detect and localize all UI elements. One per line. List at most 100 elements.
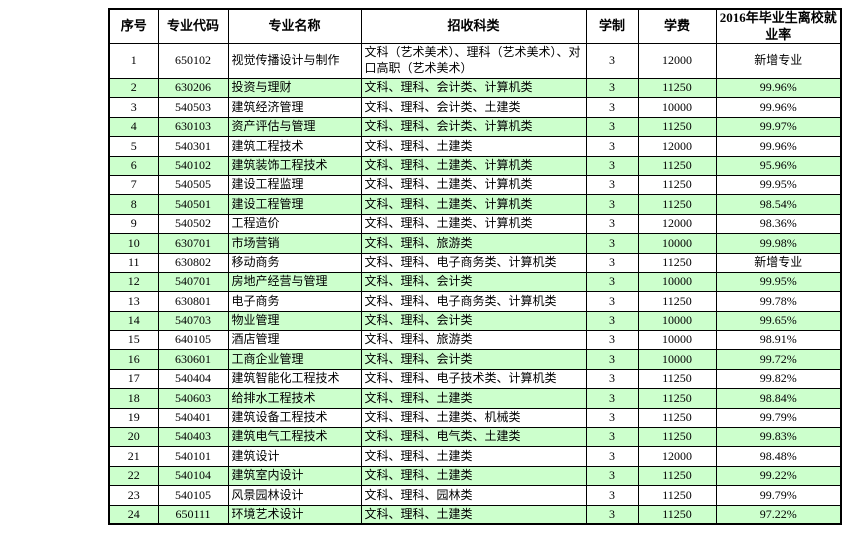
cell-name: 建筑经济管理 (227, 97, 362, 118)
cell-rate: 99.96% (715, 136, 842, 157)
table-row: 6 540102 建筑装饰工程技术 文科、理科、土建类、计算机类 3 11250 95.96… (108, 155, 842, 176)
cell-code: 540603 (157, 388, 229, 409)
cell-categories: 文科、理科、会计类 (360, 349, 587, 370)
cell-index: 22 (108, 465, 159, 487)
cell-categories: 文科、理科、土建类、计算机类 (360, 213, 587, 235)
cell-fee: 11250 (637, 116, 717, 138)
table-row: 23 540105 风景园林设计 文科、理科、园林类 3 11250 99.79% (108, 485, 842, 506)
table-row: 7 540505 建设工程监理 文科、理科、土建类、计算机类 3 11250 99.95% (108, 174, 842, 196)
cell-rate: 99.97% (715, 116, 842, 138)
cell-years: 3 (585, 252, 639, 273)
cell-name: 资产评估与管理 (227, 116, 362, 138)
cell-index: 8 (108, 194, 159, 215)
cell-categories: 文科、理科、会计类 (360, 310, 587, 332)
cell-code: 540105 (157, 485, 229, 506)
cell-fee: 11250 (637, 155, 717, 176)
table-row: 11 630802 移动商务 文科、理科、电子商务类、计算机类 3 11250 新增专业 (108, 252, 842, 273)
cell-categories: 文科、理科、土建类、计算机类 (360, 194, 587, 215)
cell-fee: 10000 (637, 310, 717, 332)
cell-index: 6 (108, 155, 159, 176)
table-row: 24 650111 环境艺术设计 文科、理科、土建类 3 11250 97.22% (108, 504, 842, 525)
cell-categories: 文科、理科、电子商务类、计算机类 (360, 291, 587, 312)
cell-years: 3 (585, 504, 639, 525)
cell-years: 3 (585, 427, 639, 448)
cell-fee: 11250 (637, 174, 717, 196)
cell-categories: 文科、理科、土建类、计算机类 (360, 155, 587, 176)
cell-fee: 11250 (637, 427, 717, 448)
cell-code: 540501 (157, 194, 229, 215)
cell-name: 工商企业管理 (227, 349, 362, 370)
cell-rate: 99.96% (715, 97, 842, 118)
cell-fee: 11250 (637, 504, 717, 525)
table-row: 22 540104 建筑室内设计 文科、理科、土建类 3 11250 99.22% (108, 465, 842, 487)
cell-categories: 文科、理科、会计类、计算机类 (360, 116, 587, 138)
cell-fee: 12000 (637, 213, 717, 235)
cell-index: 11 (108, 252, 159, 273)
cell-name: 电子商务 (227, 291, 362, 312)
table-row: 19 540401 建筑设备工程技术 文科、理科、土建类、机械类 3 11250 99.79… (108, 407, 842, 429)
table-row: 9 540502 工程造价 文科、理科、土建类、计算机类 3 12000 98.36% (108, 213, 842, 235)
cell-years: 3 (585, 116, 639, 138)
cell-index: 1 (108, 43, 159, 79)
cell-index: 19 (108, 407, 159, 429)
cell-years: 3 (585, 136, 639, 157)
cell-categories: 文科、理科、会计类、计算机类 (360, 77, 587, 99)
cell-code: 630801 (157, 291, 229, 312)
table-row: 5 540301 建筑工程技术 文科、理科、土建类 3 12000 99.96% (108, 136, 842, 157)
majors-sheet: 序号 专业代码 专业名称 招收科类 学制 学费 2016年毕业生离校就业率 1 650102 视… (108, 8, 842, 526)
table-row: 10 630701 市场营销 文科、理科、旅游类 3 10000 99.98% (108, 233, 842, 254)
cell-code: 540102 (157, 155, 229, 176)
cell-rate: 98.84% (715, 388, 842, 409)
cell-categories: 文科、理科、园林类 (360, 485, 587, 506)
cell-name: 工程造价 (227, 213, 362, 235)
cell-index: 20 (108, 427, 159, 448)
cell-rate: 新增专业 (715, 252, 842, 273)
cell-code: 540505 (157, 174, 229, 196)
majors-table: 序号 专业代码 专业名称 招收科类 学制 学费 2016年毕业生离校就业率 1 650102 视… (108, 8, 842, 526)
cell-code: 630802 (157, 252, 229, 273)
cell-name: 给排水工程技术 (227, 388, 362, 409)
cell-categories: 文科、理科、旅游类 (360, 233, 587, 254)
cell-rate: 99.78% (715, 291, 842, 312)
cell-fee: 10000 (637, 271, 717, 293)
cell-code: 540403 (157, 427, 229, 448)
cell-rate: 98.48% (715, 446, 842, 467)
cell-fee: 10000 (637, 349, 717, 370)
column-header-rate: 2016年毕业生离校就业率 (715, 8, 842, 44)
cell-fee: 11250 (637, 194, 717, 215)
cell-code: 540301 (157, 136, 229, 157)
cell-fee: 11250 (637, 388, 717, 409)
cell-name: 酒店管理 (227, 330, 362, 351)
cell-categories: 文科、理科、土建类 (360, 504, 587, 525)
cell-rate: 98.36% (715, 213, 842, 235)
cell-name: 建筑室内设计 (227, 465, 362, 487)
cell-fee: 11250 (637, 77, 717, 99)
table-row: 2 630206 投资与理财 文科、理科、会计类、计算机类 3 11250 99.96% (108, 77, 842, 99)
cell-name: 建筑工程技术 (227, 136, 362, 157)
column-header-code: 专业代码 (157, 8, 229, 44)
cell-rate: 99.82% (715, 368, 842, 390)
cell-code: 650102 (157, 43, 229, 79)
table-row: 20 540403 建筑电气工程技术 文科、理科、电气类、土建类 3 11250 99.83… (108, 427, 842, 448)
cell-name: 投资与理财 (227, 77, 362, 99)
cell-years: 3 (585, 43, 639, 79)
table-row: 8 540501 建设工程管理 文科、理科、土建类、计算机类 3 11250 98.54% (108, 194, 842, 215)
cell-name: 风景园林设计 (227, 485, 362, 506)
cell-categories: 文科、理科、土建类 (360, 446, 587, 467)
cell-name: 市场营销 (227, 233, 362, 254)
cell-categories: 文科、理科、电子技术类、计算机类 (360, 368, 587, 390)
cell-years: 3 (585, 174, 639, 196)
cell-years: 3 (585, 310, 639, 332)
cell-years: 3 (585, 194, 639, 215)
cell-years: 3 (585, 155, 639, 176)
cell-rate: 99.65% (715, 310, 842, 332)
cell-index: 18 (108, 388, 159, 409)
cell-years: 3 (585, 233, 639, 254)
cell-years: 3 (585, 368, 639, 390)
cell-fee: 11250 (637, 252, 717, 273)
cell-index: 13 (108, 291, 159, 312)
cell-rate: 99.96% (715, 77, 842, 99)
table-row: 12 540701 房地产经营与管理 文科、理科、会计类 3 10000 99.95% (108, 271, 842, 293)
cell-fee: 12000 (637, 446, 717, 467)
cell-index: 7 (108, 174, 159, 196)
